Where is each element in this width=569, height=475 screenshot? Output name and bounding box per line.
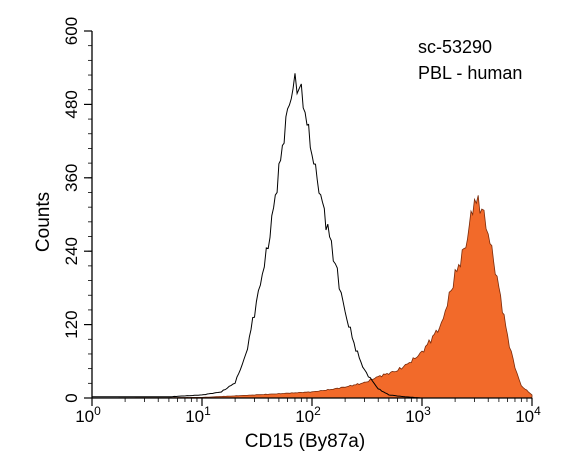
y-tick-label: 120 (62, 310, 81, 338)
ticks-layer: 0 120 240 360 480 600 100 101 102 103 104 (62, 17, 541, 426)
y-tick-label: 600 (62, 17, 81, 45)
y-axis-title: Counts (33, 192, 54, 252)
y-tick-label: 360 (62, 164, 81, 192)
x-tick-label: 103 (405, 404, 431, 426)
y-tick-label: 0 (62, 393, 81, 402)
x-tick-label: 102 (295, 404, 321, 426)
x-axis-title: CD15 (By87a) (245, 431, 365, 452)
x-tick-label: 101 (185, 404, 211, 426)
control-histogram-outline (92, 73, 423, 399)
y-tick-label: 480 (62, 90, 81, 118)
stained-histogram-fill (92, 195, 533, 399)
annotation-sample: PBL - human (418, 63, 522, 83)
x-tick-label: 100 (75, 404, 101, 426)
x-tick-label: 104 (515, 404, 541, 426)
series-layer (92, 73, 533, 399)
annotation-catalog: sc-53290 (418, 37, 492, 57)
y-tick-label: 240 (62, 237, 81, 265)
